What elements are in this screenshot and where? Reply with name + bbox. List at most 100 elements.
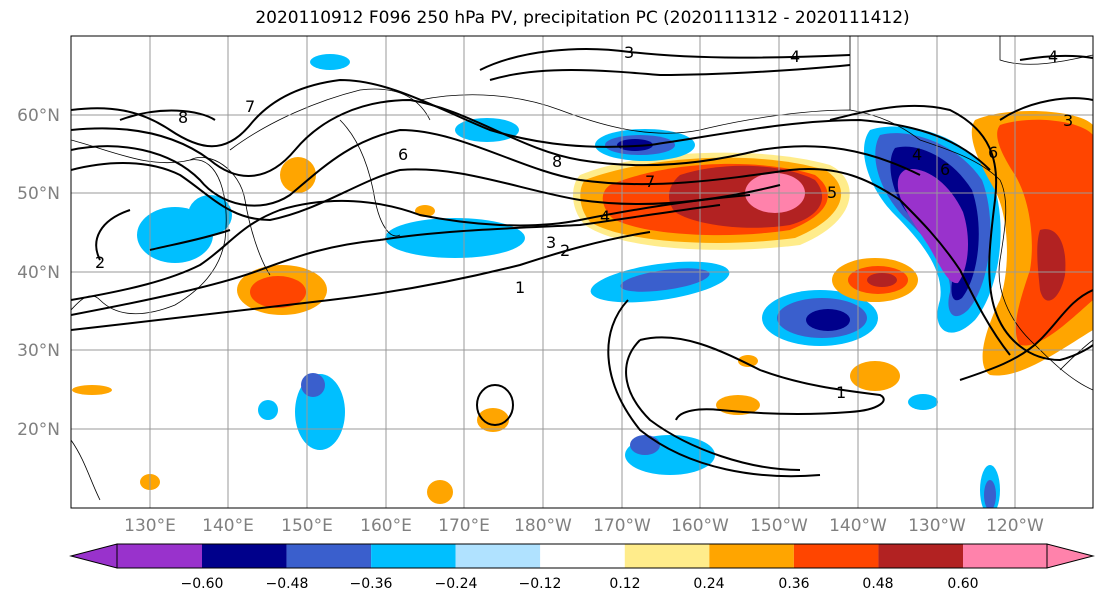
contour-label: 4	[912, 145, 922, 164]
colorbar-tick-label: −0.60	[181, 576, 224, 592]
pv-contour-18	[95, 209, 131, 261]
precip-negative-subtropical-core	[620, 268, 710, 292]
lon-label: 130°E	[124, 516, 176, 536]
precip-negative-east-4	[897, 169, 969, 284]
pv-contour-10	[489, 64, 851, 81]
colorbar-tick-label: −0.24	[435, 576, 478, 592]
pv-contour-13	[959, 289, 1093, 381]
colorbar-cell	[709, 544, 794, 568]
lon-label: 130°W	[908, 516, 966, 536]
contour-label: 5	[827, 183, 837, 202]
contour-label: 7	[645, 172, 655, 191]
precip-positive-mid-east-3	[867, 273, 897, 287]
lon-label: 150°E	[281, 516, 333, 536]
precip-positive-small-5	[72, 385, 112, 395]
precip-negative-south-central-3	[806, 309, 850, 331]
pv-contour-5	[71, 128, 901, 207]
lat-label: 50°N	[17, 184, 60, 204]
gridlines	[71, 36, 1093, 508]
pv-contour-3	[71, 194, 751, 301]
contour-label: 4	[790, 47, 800, 66]
contour-label: 6	[940, 160, 950, 179]
lat-label: 40°N	[17, 263, 60, 283]
lon-label: 170°W	[593, 516, 651, 536]
precip-negative-south-east-2	[984, 480, 996, 508]
precip-positive-small-8	[738, 355, 758, 367]
lon-label: 140°E	[202, 516, 254, 536]
pv-contour-7	[71, 78, 991, 171]
contour-label: 1	[515, 278, 525, 297]
latitude-labels: 60°N 50°N 40°N 30°N 20°N	[17, 106, 60, 440]
precip-negative-aleut	[455, 118, 519, 142]
pv-contour-circle	[476, 384, 514, 426]
map-title: 2020110912 F096 250 hPa PV, precipitatio…	[255, 8, 910, 28]
colorbar-tick-label: −0.36	[350, 576, 393, 592]
precip-positive-west-coast-3	[1037, 229, 1066, 301]
contour-label: 6	[988, 143, 998, 162]
colorbar: −0.60 −0.48 −0.36 −0.24 −0.12 0.12 0.24 …	[69, 543, 1095, 592]
colorbar-extend-low	[69, 543, 118, 569]
colorbar-tick-label: −0.12	[519, 576, 562, 592]
pv-contour-8	[119, 109, 216, 121]
pv-contour-15	[625, 339, 801, 471]
colorbar-extend-high	[1046, 543, 1095, 569]
colorbar-cell	[793, 544, 879, 568]
lat-label: 30°N	[17, 341, 60, 361]
pv-contours	[71, 48, 1093, 478]
precip-positive-west-2	[250, 276, 306, 308]
map-frame	[70, 35, 1094, 509]
colorbar-tick-label: −0.48	[266, 576, 309, 592]
longitude-labels: 130°E 140°E 150°E 160°E 170°E 180°W 170°…	[124, 516, 1044, 536]
contour-label: 3	[546, 233, 556, 252]
colorbar-ticks: −0.60 −0.48 −0.36 −0.24 −0.12 0.12 0.24 …	[181, 576, 979, 592]
precip-negative-kuril	[385, 218, 525, 258]
lon-label: 120°W	[986, 516, 1044, 536]
pv-contour-2	[71, 204, 721, 316]
precip-negative-subtrop-west-2	[301, 373, 325, 397]
pv-contour-16	[639, 336, 885, 421]
precip-negative-hawaii-2	[630, 435, 660, 455]
pv-contour-4	[71, 162, 781, 222]
lat-label: 60°N	[17, 106, 60, 126]
precip-positive-small-2	[477, 408, 509, 432]
lon-label: 160°E	[360, 516, 412, 536]
pv-contour-11	[829, 104, 1093, 362]
lon-label: 160°W	[671, 516, 729, 536]
precip-negative-small-1	[258, 400, 278, 420]
precip-negative-north	[310, 54, 350, 70]
colorbar-cell	[202, 544, 287, 568]
contour-label: 8	[552, 152, 562, 171]
precip-negative-alaska-max	[617, 139, 653, 151]
contour-label: 2	[95, 253, 105, 272]
colorbar-tick-label: 0.24	[693, 576, 724, 592]
colorbar-cell	[117, 544, 202, 568]
contour-label: 2	[560, 241, 570, 260]
precip-positive-small-3	[427, 480, 453, 504]
lon-label: 180°W	[514, 516, 572, 536]
pv-contour-19	[149, 229, 231, 251]
pv-contour-9	[479, 48, 851, 71]
pv-contour-1	[71, 231, 651, 331]
colorbar-cell	[878, 544, 963, 568]
precip-negative-small-2	[908, 394, 938, 410]
colorbar-cell	[455, 544, 541, 568]
colorbar-cell	[963, 544, 1047, 568]
colorbar-tick-label: 0.60	[947, 576, 978, 592]
colorbar-frame	[116, 543, 1048, 569]
colorbar-cell	[624, 544, 710, 568]
precip-positive-small-6	[850, 361, 900, 391]
pv-contour-20	[1019, 54, 1093, 61]
contour-label: 4	[600, 207, 610, 226]
colorbar-cell	[540, 544, 625, 568]
pv-contour-labels: 8 7 6 3 4 8 7 4 3 2 1 5 6 6 4 3 2 1 4	[95, 43, 1073, 402]
lat-label: 20°N	[17, 420, 60, 440]
colorbar-cell	[286, 544, 372, 568]
contour-label: 3	[624, 43, 634, 62]
lon-label: 150°W	[750, 516, 808, 536]
pv-contour-14	[999, 97, 1093, 121]
contour-label: 4	[1048, 47, 1058, 66]
colorbar-cell	[371, 544, 456, 568]
lon-label: 140°W	[829, 516, 887, 536]
contour-label: 3	[1063, 111, 1073, 130]
